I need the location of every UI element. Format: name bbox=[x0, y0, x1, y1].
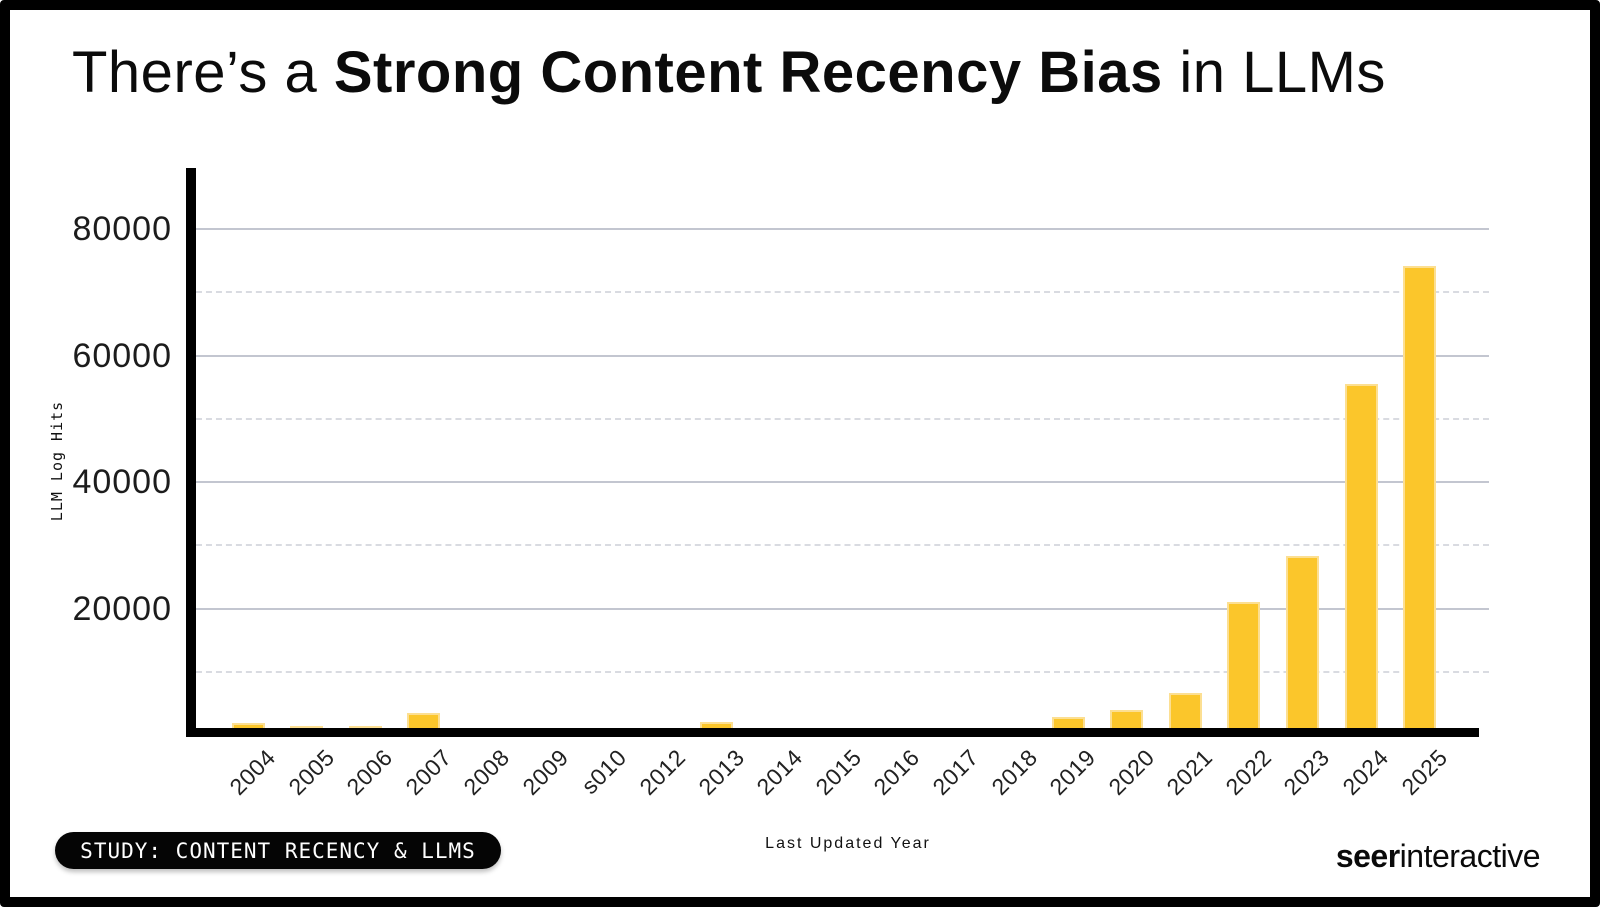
minor-gridline-70000 bbox=[196, 291, 1489, 294]
major-gridline-80000 bbox=[196, 228, 1489, 230]
title-suffix: in LLMs bbox=[1162, 40, 1386, 105]
x-tick-label-2021: 2021 bbox=[1161, 744, 1218, 800]
bar-2023 bbox=[1285, 556, 1319, 737]
x-axis-title: Last Updated Year bbox=[765, 835, 931, 852]
x-tick-label-2015: 2015 bbox=[810, 744, 867, 800]
x-tick-label-2007: 2007 bbox=[400, 744, 457, 800]
y-tick-label: 60000 bbox=[72, 336, 172, 375]
page-title: There’s a Strong Content Recency Bias in… bbox=[72, 44, 1542, 102]
x-tick-label-2022: 2022 bbox=[1220, 744, 1277, 800]
minor-gridline-50000 bbox=[196, 417, 1489, 420]
title-prefix: There’s a bbox=[72, 40, 334, 105]
minor-gridline-30000 bbox=[196, 544, 1489, 547]
x-tick-label-2018: 2018 bbox=[985, 744, 1042, 800]
y-tick-label: 20000 bbox=[72, 589, 172, 628]
x-tick-label-2013: 2013 bbox=[693, 744, 750, 800]
major-gridline-60000 bbox=[196, 354, 1489, 357]
x-tick-label-2008: 2008 bbox=[458, 744, 515, 800]
x-axis-line bbox=[186, 728, 1479, 737]
x-tick-label-2006: 2006 bbox=[341, 744, 398, 800]
y-axis-title: LLM Log Hits bbox=[48, 400, 66, 522]
bar-2022 bbox=[1227, 602, 1261, 737]
x-tick-label-2012: 2012 bbox=[634, 744, 691, 800]
major-gridline-40000 bbox=[196, 481, 1489, 483]
x-tick-label-s010: s010 bbox=[576, 744, 632, 800]
x-tick-label-2025: 2025 bbox=[1395, 744, 1452, 800]
y-axis-line bbox=[186, 168, 196, 737]
x-tick-label-2005: 2005 bbox=[282, 744, 339, 800]
logo-regular: interactive bbox=[1399, 838, 1541, 874]
x-tick-label-2023: 2023 bbox=[1278, 744, 1335, 800]
x-tick-label-2019: 2019 bbox=[1044, 744, 1101, 800]
seer-interactive-logo: seerinteractive bbox=[1335, 838, 1541, 875]
bar-2025 bbox=[1403, 265, 1437, 737]
x-tick-label-2004: 2004 bbox=[224, 744, 281, 800]
logo-bold: seer bbox=[1335, 838, 1400, 874]
major-gridline-20000 bbox=[196, 607, 1489, 610]
title-emphasis: Strong Content Recency Bias bbox=[333, 40, 1163, 105]
x-tick-label-2009: 2009 bbox=[517, 744, 574, 800]
x-tick-label-2020: 2020 bbox=[1103, 744, 1160, 800]
x-tick-label-2017: 2017 bbox=[927, 744, 984, 800]
minor-gridline-10000 bbox=[196, 670, 1489, 673]
y-tick-label: 80000 bbox=[72, 210, 172, 248]
x-tick-label-2016: 2016 bbox=[868, 744, 925, 800]
bar-2024 bbox=[1344, 383, 1378, 737]
y-tick-label: 40000 bbox=[72, 463, 172, 501]
x-tick-label-2024: 2024 bbox=[1337, 744, 1394, 800]
x-tick-label-2014: 2014 bbox=[751, 744, 808, 800]
study-badge: STUDY: CONTENT RECENCY & LLMS bbox=[55, 832, 501, 869]
